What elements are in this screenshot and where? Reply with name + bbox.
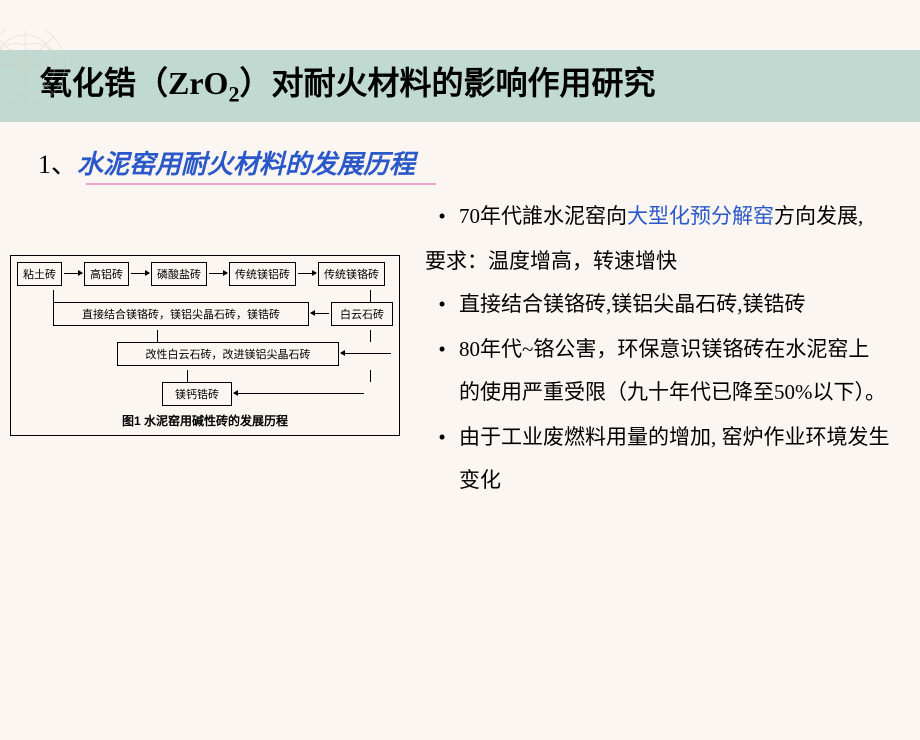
list-item: • 70年代誰水泥窑向大型化预分解窑方向发展, bbox=[425, 195, 890, 238]
flow-box: 白云石砖 bbox=[331, 302, 393, 326]
bullet-dot: • bbox=[425, 328, 459, 414]
arrow-left-icon bbox=[341, 353, 391, 354]
section-number: 1、 bbox=[38, 150, 77, 179]
bullet-list: • 70年代誰水泥窑向大型化预分解窑方向发展, 要求：温度增高，转速增快 • 直… bbox=[425, 195, 890, 504]
bullet-dot: • bbox=[425, 416, 459, 502]
title-post: ）对耐火材料的影响作用研究 bbox=[239, 65, 655, 101]
section-heading: 1、水泥窑用耐火材料的发展历程 bbox=[38, 144, 920, 181]
bullet-dot: • bbox=[425, 195, 459, 238]
arrow-right-icon bbox=[209, 273, 227, 274]
flow-box: 磷酸盐砖 bbox=[151, 262, 207, 286]
flowchart: 粘土砖 高铝砖 磷酸盐砖 传统镁铝砖 传统镁铬砖 直接结合镁铬砖，镁铝尖晶石砖，… bbox=[17, 262, 393, 406]
requirement-line: 要求：温度增高，转速增快 bbox=[425, 240, 890, 283]
bullet-dot: • bbox=[425, 283, 459, 326]
text-span: 70年代誰水泥窑向 bbox=[459, 204, 627, 228]
bullet-text: 直接结合镁铬砖,镁铝尖晶石砖,镁锆砖 bbox=[459, 283, 890, 326]
flow-box: 改性白云石砖，改进镁铝尖晶石砖 bbox=[117, 342, 339, 366]
flowchart-figure: 粘土砖 高铝砖 磷酸盐砖 传统镁铝砖 传统镁铬砖 直接结合镁铬砖，镁铝尖晶石砖，… bbox=[10, 255, 400, 436]
flow-row-2: 直接结合镁铬砖，镁铝尖晶石砖，镁锆砖 白云石砖 bbox=[53, 302, 393, 326]
flow-box: 高铝砖 bbox=[84, 262, 129, 286]
section-underline bbox=[86, 183, 436, 185]
figure-caption: 图1 水泥窑用碱性砖的发展历程 bbox=[17, 412, 393, 429]
list-item: • 由于工业废燃料用量的增加, 窑炉作业环境发生变化 bbox=[425, 416, 890, 502]
flow-box: 粘土砖 bbox=[17, 262, 62, 286]
bullet-text: 80年代~铬公害，环保意识镁铬砖在水泥窑上的使用严重受限（九十年代已降至50%以… bbox=[459, 328, 890, 414]
flow-box: 传统镁铬砖 bbox=[318, 262, 385, 286]
arrow-right-icon bbox=[298, 273, 316, 274]
bullet-text: 由于工业废燃料用量的增加, 窑炉作业环境发生变化 bbox=[459, 416, 890, 502]
flow-row-4: 镁钙锆砖 bbox=[162, 382, 393, 406]
title-sub: 2 bbox=[228, 81, 239, 106]
flow-row-3: 改性白云石砖，改进镁铝尖晶石砖 bbox=[117, 342, 393, 366]
arrow-left-icon bbox=[234, 393, 364, 394]
bullet-text: 70年代誰水泥窑向大型化预分解窑方向发展, bbox=[459, 195, 890, 238]
flow-box: 镁钙锆砖 bbox=[162, 382, 232, 406]
flow-row-1: 粘土砖 高铝砖 磷酸盐砖 传统镁铝砖 传统镁铬砖 bbox=[17, 262, 393, 286]
corner-decoration bbox=[0, 30, 100, 120]
arrow-left-icon bbox=[311, 313, 329, 314]
list-item: • 直接结合镁铬砖,镁铝尖晶石砖,镁锆砖 bbox=[425, 283, 890, 326]
slide-title: 氧化锆（ZrO2）对耐火材料的影响作用研究 bbox=[0, 50, 920, 122]
arrow-right-icon bbox=[131, 273, 149, 274]
text-span: 方向发展, bbox=[774, 204, 863, 228]
flow-box: 传统镁铝砖 bbox=[229, 262, 296, 286]
text-blue: 大型化预分解窑 bbox=[627, 204, 774, 228]
content-area: 粘土砖 高铝砖 磷酸盐砖 传统镁铝砖 传统镁铬砖 直接结合镁铬砖，镁铝尖晶石砖，… bbox=[0, 195, 920, 504]
flow-box: 直接结合镁铬砖，镁铝尖晶石砖，镁锆砖 bbox=[53, 302, 309, 326]
section-title: 水泥窑用耐火材料的发展历程 bbox=[77, 150, 415, 179]
arrow-right-icon bbox=[64, 273, 82, 274]
list-item: • 80年代~铬公害，环保意识镁铬砖在水泥窑上的使用严重受限（九十年代已降至50… bbox=[425, 328, 890, 414]
